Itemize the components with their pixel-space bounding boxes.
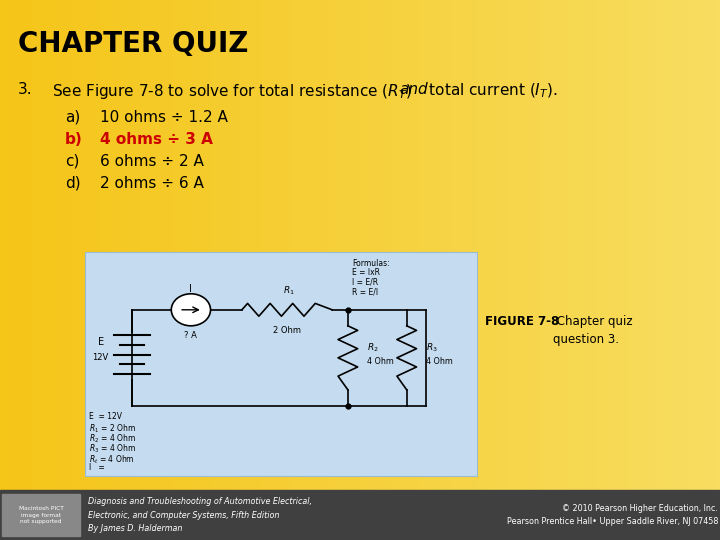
Text: 12V: 12V bbox=[93, 353, 109, 362]
Text: $R_2$ = 4 Ohm: $R_2$ = 4 Ohm bbox=[89, 433, 136, 446]
Text: 6 ohms ÷ 2 A: 6 ohms ÷ 2 A bbox=[100, 154, 204, 169]
Text: Formulas:: Formulas: bbox=[352, 259, 390, 268]
Text: $R_3$: $R_3$ bbox=[426, 342, 438, 354]
Circle shape bbox=[171, 294, 210, 326]
Text: 2 ohms ÷ 6 A: 2 ohms ÷ 6 A bbox=[100, 176, 204, 191]
Text: Diagnosis and Troubleshooting of Automotive Electrical,
Electronic, and Computer: Diagnosis and Troubleshooting of Automot… bbox=[88, 497, 312, 532]
Text: $R_1$: $R_1$ bbox=[283, 285, 295, 297]
Text: $R_1$ = 2 Ohm: $R_1$ = 2 Ohm bbox=[89, 422, 136, 435]
Bar bbox=[85, 252, 477, 476]
Text: FIGURE 7-8: FIGURE 7-8 bbox=[485, 315, 559, 328]
Text: I: I bbox=[189, 284, 192, 294]
Text: 3.: 3. bbox=[18, 82, 32, 97]
Text: Macintosh PICT
image format
not supported: Macintosh PICT image format not supporte… bbox=[19, 506, 63, 524]
Bar bbox=[2, 494, 80, 536]
Text: © 2010 Pearson Higher Education, Inc.
Pearson Prentice Hall• Upper Saddle River,: © 2010 Pearson Higher Education, Inc. Pe… bbox=[507, 504, 718, 526]
Text: c): c) bbox=[65, 154, 79, 169]
Text: a): a) bbox=[65, 110, 80, 125]
Text: d): d) bbox=[65, 176, 81, 191]
Text: R = E/I: R = E/I bbox=[352, 287, 378, 296]
Text: See Figure 7-8 to solve for total resistance ($R_T$): See Figure 7-8 to solve for total resist… bbox=[52, 82, 413, 101]
Bar bbox=[0, 490, 720, 540]
Text: I   =: I = bbox=[89, 463, 104, 472]
Text: $R_3$ = 4 Ohm: $R_3$ = 4 Ohm bbox=[89, 443, 136, 455]
Text: 10 ohms ÷ 1.2 A: 10 ohms ÷ 1.2 A bbox=[100, 110, 228, 125]
Text: $R_t$ = 4 Ohm: $R_t$ = 4 Ohm bbox=[89, 453, 135, 465]
Text: $R_2$: $R_2$ bbox=[367, 342, 379, 354]
Text: 2 Ohm: 2 Ohm bbox=[273, 326, 301, 335]
Text: I = E/R: I = E/R bbox=[352, 278, 378, 287]
Text: CHAPTER QUIZ: CHAPTER QUIZ bbox=[18, 30, 248, 58]
Text: 4 Ohm: 4 Ohm bbox=[426, 356, 453, 366]
Text: E = IxR: E = IxR bbox=[352, 268, 379, 277]
Text: E: E bbox=[98, 337, 104, 347]
Text: and: and bbox=[399, 82, 428, 97]
Text: E  = 12V: E = 12V bbox=[89, 412, 122, 421]
Text: ? A: ? A bbox=[184, 330, 197, 340]
Text: 4 ohms ÷ 3 A: 4 ohms ÷ 3 A bbox=[100, 132, 213, 147]
Text: Chapter quiz
question 3.: Chapter quiz question 3. bbox=[552, 315, 632, 346]
Text: 4 Ohm: 4 Ohm bbox=[367, 356, 395, 366]
Text: total current ($I_T$).: total current ($I_T$). bbox=[424, 82, 558, 100]
Text: b): b) bbox=[65, 132, 83, 147]
